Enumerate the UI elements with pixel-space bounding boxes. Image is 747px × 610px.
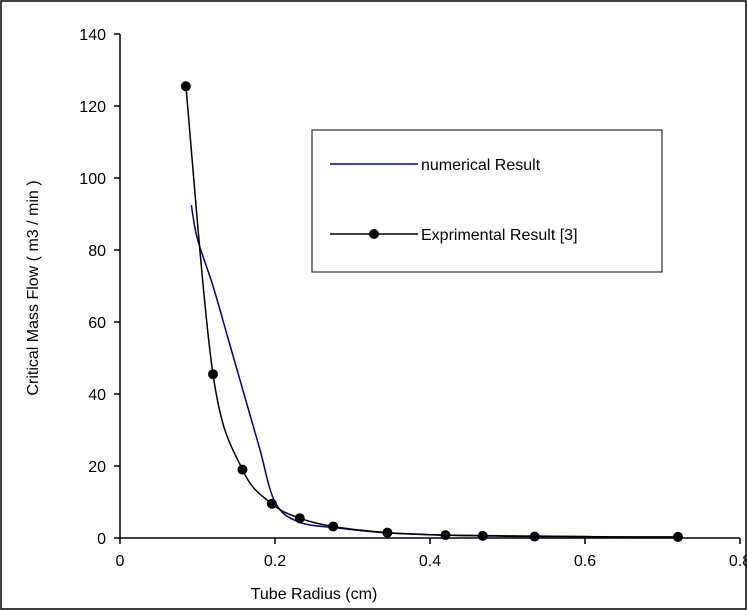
- y-tick-label: 60: [88, 315, 106, 332]
- data-point: [294, 513, 305, 524]
- data-point: [673, 531, 683, 542]
- x-tick-label: 0.6: [574, 553, 596, 570]
- data-point: [328, 521, 339, 532]
- x-tick-label: 0.4: [419, 553, 441, 570]
- legend-marker-experimental: [369, 229, 379, 239]
- series-layer: [180, 81, 683, 542]
- y-tick-label: 140: [79, 27, 106, 44]
- data-point: [180, 81, 191, 92]
- data-point: [440, 530, 451, 541]
- axes: 0 20 40 60 80 100 120 140 0 0.2 0.4 0.6 0.8: [79, 27, 747, 570]
- data-point: [237, 464, 248, 475]
- y-tick-label: 120: [79, 99, 106, 116]
- data-point: [529, 531, 540, 542]
- data-point: [382, 527, 393, 538]
- x-tick-label: 0.2: [264, 553, 286, 570]
- y-tick-label: 20: [88, 459, 106, 476]
- y-tick-label: 40: [88, 387, 106, 404]
- y-tick-label: 100: [79, 171, 106, 188]
- data-point: [208, 369, 218, 380]
- legend-label-experimental: Exprimental Result [3]: [421, 227, 578, 244]
- legend: numerical Result Exprimental Result [3]: [311, 129, 663, 273]
- y-axis-title: Critical Mass Flow ( m3 / min ): [25, 180, 42, 395]
- y-tick-label: 0: [97, 531, 106, 548]
- x-tick-label: 0.8: [729, 553, 747, 570]
- data-point: [477, 530, 488, 541]
- x-axis-title: Tube Radius (cm): [251, 586, 378, 603]
- y-tick-label: 80: [88, 243, 106, 260]
- legend-box: [311, 129, 663, 273]
- data-point: [266, 498, 277, 509]
- x-tick-label: 0: [116, 553, 125, 570]
- legend-label-numerical: numerical Result: [421, 157, 541, 174]
